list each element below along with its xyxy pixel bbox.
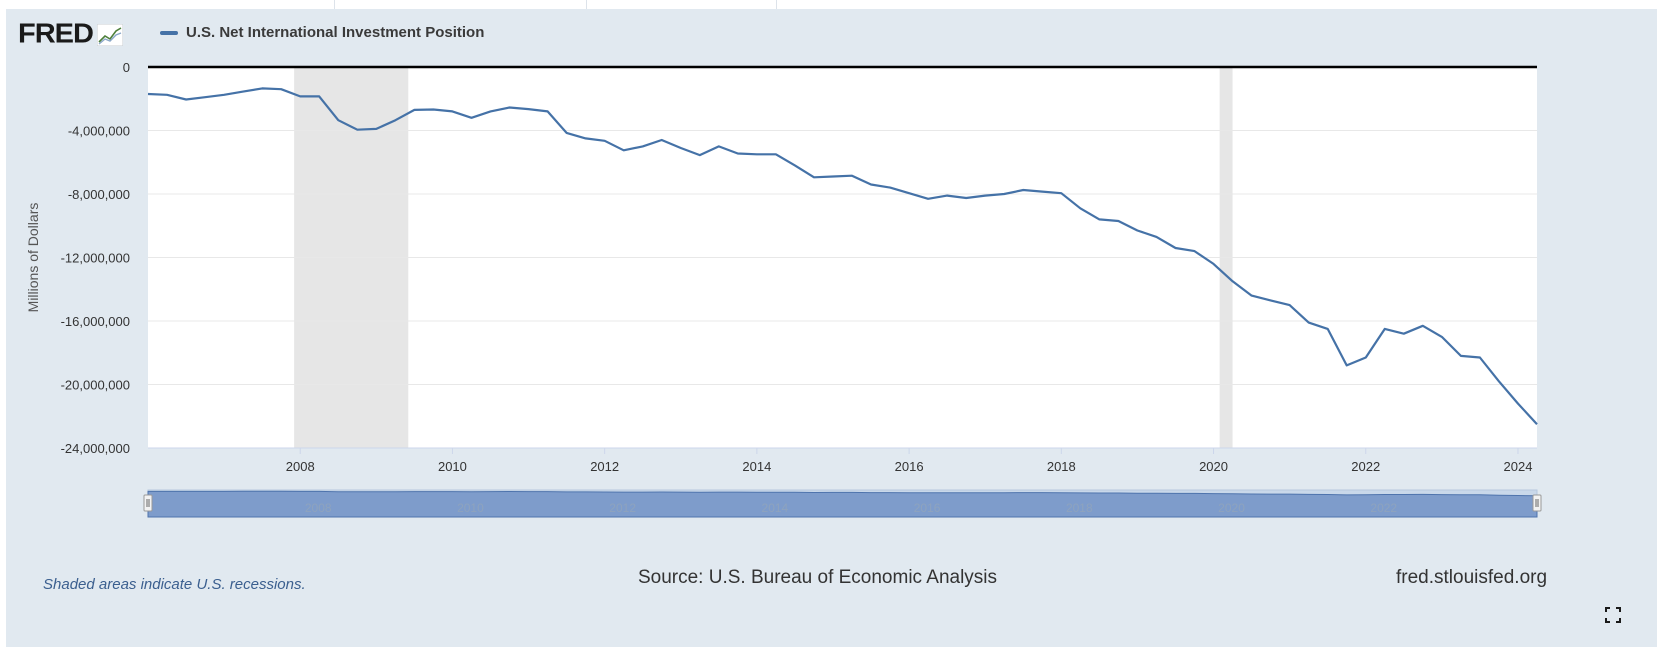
fred-logo-text: FRED [18,18,94,50]
navigator-label: 2020 [1218,501,1245,515]
y-tick-label: -24,000,000 [61,441,130,456]
series-line [147,87,1538,425]
x-tick-label: 2012 [590,459,619,474]
fred-logo[interactable]: FRED [18,18,123,51]
y-tick-label: 0 [123,60,130,75]
navigator-label: 2022 [1370,501,1397,515]
top-divider-2 [334,0,587,9]
navigator-label: 2008 [305,501,332,515]
navigator-label: 2018 [1066,501,1093,515]
navigator-handle-left[interactable] [143,494,153,512]
legend-swatch [160,30,178,35]
navigator-label: 2010 [457,501,484,515]
x-tick-label: 2016 [895,459,924,474]
y-tick-label: -8,000,000 [68,187,130,202]
recession-note: Shaded areas indicate U.S. recessions. [43,576,306,593]
top-divider-3 [586,0,777,9]
legend[interactable]: U.S. Net International Investment Positi… [160,24,484,41]
x-tick-label: 2010 [438,459,467,474]
source-text-row: Source: U.S. Bureau of Economic Analysis [0,567,1663,589]
y-tick-label: -16,000,000 [61,314,130,329]
navigator-label: 2012 [609,501,636,515]
top-divider-1 [0,0,335,9]
site-link[interactable]: fred.stlouisfed.org [1396,567,1548,588]
source-text: Source: U.S. Bureau of Economic Analysis [637,567,998,588]
chart-trend-icon [96,23,123,46]
navigator-label: 2016 [914,501,941,515]
x-tick-label: 2024 [1504,459,1533,474]
navigator-handle-right[interactable] [1532,494,1542,512]
y-tick-label: -12,000,000 [61,251,130,266]
x-tick-label: 2022 [1351,459,1380,474]
x-tick-label: 2018 [1047,459,1076,474]
x-tick-label: 2008 [286,459,315,474]
fullscreen-icon[interactable] [1605,607,1621,623]
navigator-label: 2014 [762,501,789,515]
y-tick-label: -4,000,000 [68,124,130,139]
legend-label: U.S. Net International Investment Positi… [186,24,485,41]
y-tick-label: -20,000,000 [61,378,130,393]
y-axis-title: Millions of Dollars [25,203,41,313]
x-tick-label: 2014 [742,459,771,474]
navigator-series [147,490,1538,518]
x-tick-label: 2020 [1199,459,1228,474]
